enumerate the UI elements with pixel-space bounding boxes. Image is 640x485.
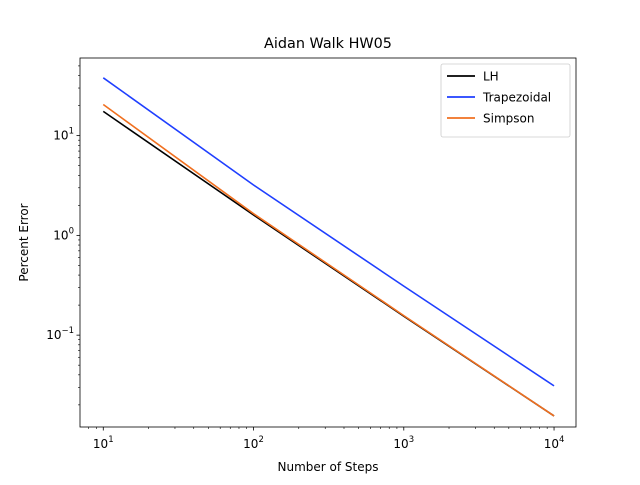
x-axis-label: Number of Steps: [278, 460, 379, 474]
x-tick-label: 103: [393, 435, 414, 451]
axis-ticks: 101 102 103 104 10−1 100 101: [46, 65, 565, 451]
axes-frame: [79, 57, 577, 428]
legend: LH Trapezoidal Simpson: [440, 63, 571, 138]
series-lines: [102, 77, 555, 417]
legend-label-simpson: Simpson: [483, 112, 534, 126]
series-line-simpson: [102, 103, 555, 417]
chart-title: Aidan Walk HW05: [264, 36, 392, 52]
y-axis-label: Percent Error: [17, 203, 31, 281]
series-line-trapezoidal: [102, 77, 555, 387]
y-tick-label: 10−1: [46, 326, 74, 342]
x-tick-label: 102: [243, 435, 264, 451]
x-tick-label: 104: [544, 435, 565, 451]
legend-label-trapezoidal: Trapezoidal: [482, 91, 551, 105]
legend-label-lh: LH: [483, 70, 499, 84]
x-tick-label: 101: [93, 435, 114, 451]
y-tick-label: 101: [53, 127, 74, 143]
y-tick-label: 100: [53, 226, 74, 242]
